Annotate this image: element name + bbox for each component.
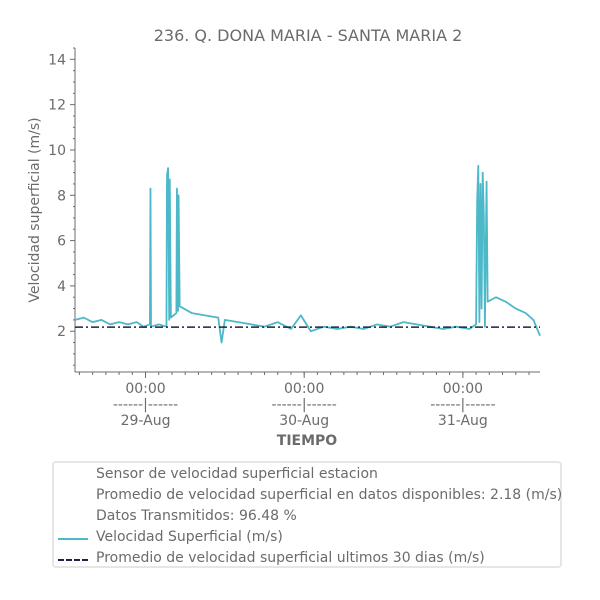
legend-series-row: Velocidad Superficial (m/s)	[54, 528, 560, 548]
legend-info-text: Sensor de velocidad superficial estacion	[96, 466, 378, 482]
x-tick-label-separator: ------|------	[272, 397, 337, 413]
legend-info-text: Promedio de velocidad superficial en dat…	[96, 487, 563, 503]
x-tick-label-date: 30-Aug	[279, 413, 329, 429]
y-tick-label: 4	[57, 279, 66, 295]
y-tick-label: 10	[48, 143, 66, 159]
x-tick-label-time: 00:00	[125, 381, 165, 397]
x-tick-label-separator: ------|------	[430, 397, 495, 413]
x-tick-label-date: 31-Aug	[438, 413, 488, 429]
y-tick-label: 6	[57, 234, 66, 250]
legend-info-row: Sensor de velocidad superficial estacion	[54, 465, 560, 485]
y-ticks: 2 4 6 8 10 12 14	[48, 47, 75, 366]
x-axis-label: TIEMPO	[277, 433, 338, 449]
y-tick-label: 2	[57, 324, 66, 340]
legend-series-label: Velocidad Superficial (m/s)	[96, 529, 283, 545]
axes	[74, 48, 540, 373]
x-tick-label-time: 00:00	[443, 381, 483, 397]
legend-info-text: Datos Transmitidos: 96.48 %	[96, 508, 297, 524]
average-line-swatch	[58, 559, 88, 561]
series-line-velocidad	[74, 164, 541, 344]
y-tick-label: 8	[57, 188, 66, 204]
y-tick-label: 12	[48, 98, 66, 114]
y-tick-label: 14	[48, 52, 66, 68]
plot-area	[74, 164, 541, 344]
x-tick-label-date: 29-Aug	[121, 413, 171, 429]
x-tick-label-time: 00:00	[284, 381, 324, 397]
x-tick-label-separator: ------|------	[113, 397, 178, 413]
legend: Sensor de velocidad superficial estacion…	[52, 461, 562, 568]
legend-average-row: Promedio de velocidad superficial ultimo…	[54, 549, 560, 569]
chart-title: 236. Q. DONA MARIA - SANTA MARIA 2	[154, 26, 463, 45]
legend-info-row: Datos Transmitidos: 96.48 %	[54, 507, 560, 527]
series-line-swatch	[58, 538, 88, 540]
y-axis-label: Velocidad superficial (m/s)	[27, 117, 43, 302]
x-ticks: 00:00------|------29-Aug00:00------|----…	[78, 372, 530, 429]
legend-info-row: Promedio de velocidad superficial en dat…	[54, 486, 563, 506]
legend-average-label: Promedio de velocidad superficial ultimo…	[96, 550, 485, 566]
